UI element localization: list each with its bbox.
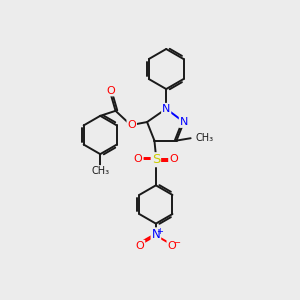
Text: O: O <box>134 154 142 164</box>
Text: CH₃: CH₃ <box>91 166 109 176</box>
Text: O: O <box>169 154 178 164</box>
Text: N: N <box>162 104 170 114</box>
Text: O: O <box>128 120 136 130</box>
Text: CH₃: CH₃ <box>196 133 214 143</box>
Text: S: S <box>152 153 160 166</box>
Text: +: + <box>156 227 163 236</box>
Text: O: O <box>167 241 176 251</box>
Text: N: N <box>152 228 160 241</box>
Text: N: N <box>180 117 188 127</box>
Text: O: O <box>136 241 144 251</box>
Text: O: O <box>107 85 116 95</box>
Text: −: − <box>173 238 180 247</box>
